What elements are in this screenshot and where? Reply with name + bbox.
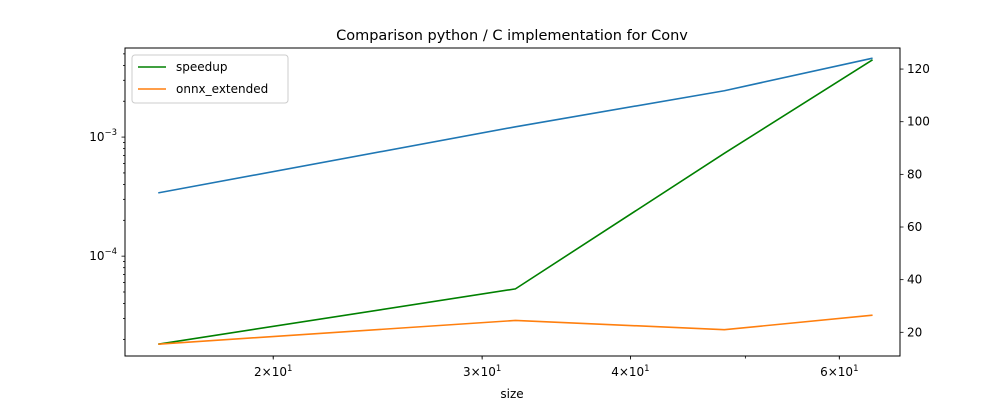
x-tick-label: 4×101 [611,364,649,379]
series-line-speedup [158,59,873,345]
legend-box [131,54,289,104]
series-line-onnx-extended [158,314,873,345]
left-y-tick-label: 10−3 [89,128,117,144]
x-tick-label: 3×101 [463,364,501,379]
right-y-tick-label: 100 [907,115,930,129]
plot-area [158,57,873,345]
right-y-tick-label: 20 [907,325,922,339]
legend-label-speedup: speedup [176,60,227,74]
right-y-tick-label: 60 [907,220,922,234]
right-y-tick-label: 80 [907,167,922,181]
left-series-line-1 [158,57,873,194]
legend: speedup onnx_extended [131,54,289,104]
right-y-tick-label: 40 [907,273,922,287]
legend-label-onnx-extended: onnx_extended [176,82,268,96]
x-tick-label: 6×101 [820,364,858,379]
x-axis-label: size [500,387,523,400]
left-y-tick-label: 10−4 [89,247,117,263]
right-y-tick-label: 120 [907,62,930,76]
axes: 2×101 3×101 4×101 6×101 10−4 10−3 20 40 60 80 100 1… [89,47,930,379]
plot-frame [124,47,901,357]
chart-title: Comparison python / C implementation for… [336,28,688,44]
x-tick-label: 2×101 [254,364,292,379]
